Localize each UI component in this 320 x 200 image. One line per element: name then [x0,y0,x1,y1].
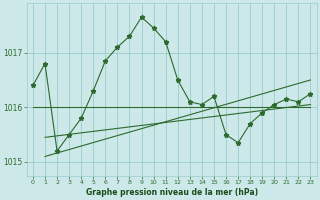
X-axis label: Graphe pression niveau de la mer (hPa): Graphe pression niveau de la mer (hPa) [86,188,258,197]
